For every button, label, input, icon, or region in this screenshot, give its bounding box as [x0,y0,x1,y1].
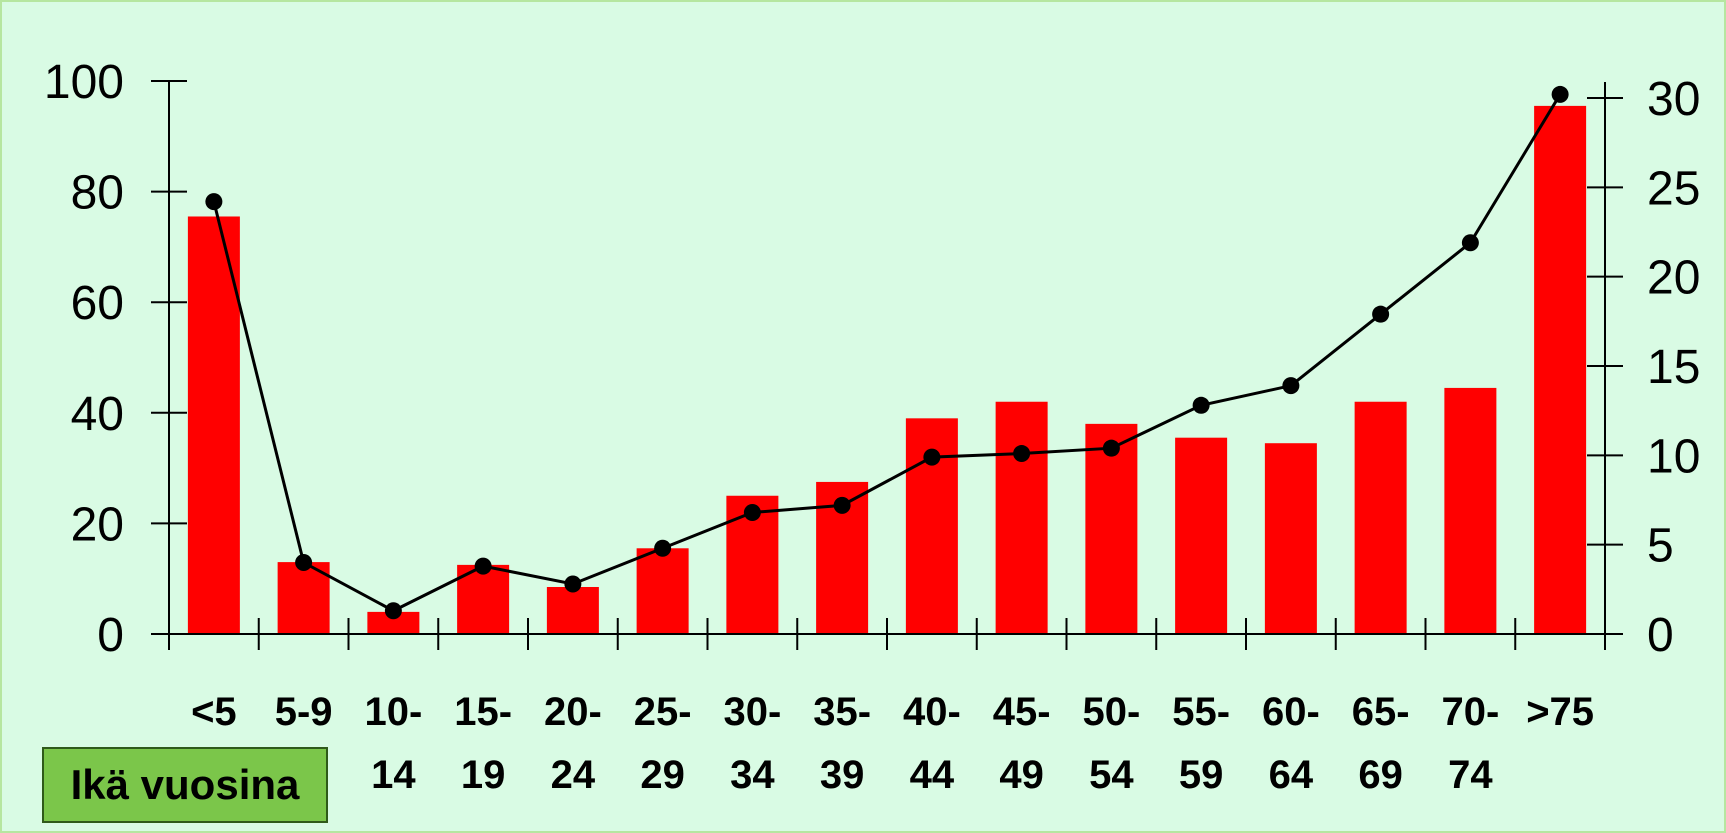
bar-25-29 [636,548,689,634]
category-label: 60- [1262,690,1320,734]
category-label: 65- [1352,690,1410,734]
category-label: 25- [634,690,692,734]
category-label: 49 [999,753,1044,797]
category-label: 64 [1269,753,1314,797]
bar-50-54 [1085,423,1138,634]
left-tick-label: 40 [71,388,124,441]
line-point-40-44 [923,448,941,466]
category-label: 44 [910,753,955,797]
category-label: 70- [1441,690,1499,734]
bar-55-59 [1175,437,1228,634]
right-tick-label: 0 [1647,609,1674,662]
left-tick-label: 100 [44,56,124,109]
category-label: 19 [461,753,506,797]
category-label: 39 [820,753,865,797]
category-label: 29 [640,753,685,797]
bar-<5 [187,216,240,635]
line-point-25-29 [654,539,672,557]
bar-20-24 [546,586,599,634]
line-point-15-19 [474,557,492,575]
right-tick-label: 20 [1647,252,1700,305]
category-label: >75 [1526,690,1594,734]
line-point-35-39 [833,496,851,514]
category-label: 10- [364,690,422,734]
bar-65-69 [1354,401,1407,634]
bar-60-64 [1264,443,1317,634]
category-label: 69 [1358,753,1403,797]
category-label: 5-9 [275,690,333,734]
category-label: 34 [730,753,775,797]
category-label: 30- [723,690,781,734]
line-point-30-34 [743,504,761,522]
line-point->75 [1551,85,1569,103]
line-point-55-59 [1192,396,1210,414]
category-label: 40- [903,690,961,734]
category-label: 20- [544,690,602,734]
line-point-45-49 [1013,445,1031,463]
category-label: 50- [1082,690,1140,734]
category-label: 24 [551,753,596,797]
bar-10-14 [367,611,420,634]
category-label: 14 [371,753,416,797]
x-axis-title: Ikä vuosina [42,747,328,823]
line-point-<5 [205,193,223,211]
bar-70-74 [1444,387,1497,634]
bar-45-49 [995,401,1048,634]
right-tick-label: 15 [1647,341,1700,394]
category-label: 35- [813,690,871,734]
bar-5-9 [277,562,330,634]
line-series [212,93,1562,613]
category-label: <5 [191,690,237,734]
right-tick-label: 10 [1647,430,1700,483]
category-label: 59 [1179,753,1224,797]
bar->75 [1534,105,1587,634]
line-point-10-14 [384,602,402,620]
line-point-70-74 [1461,234,1479,252]
category-label: 54 [1089,753,1134,797]
line-point-65-69 [1372,305,1390,323]
left-tick-label: 80 [71,167,124,220]
line-point-5-9 [295,554,313,572]
category-label: 45- [993,690,1051,734]
category-label: 74 [1448,753,1493,797]
category-label: 15- [454,690,512,734]
line-point-20-24 [564,575,582,593]
left-tick-label: 0 [97,609,124,662]
right-tick-label: 30 [1647,73,1700,126]
right-tick-label: 5 [1647,520,1674,573]
line-point-60-64 [1282,377,1300,395]
left-tick-label: 20 [71,498,124,551]
left-tick-label: 60 [71,277,124,330]
category-label: 55- [1172,690,1230,734]
line-point-50-54 [1102,439,1120,457]
right-tick-label: 25 [1647,162,1700,215]
